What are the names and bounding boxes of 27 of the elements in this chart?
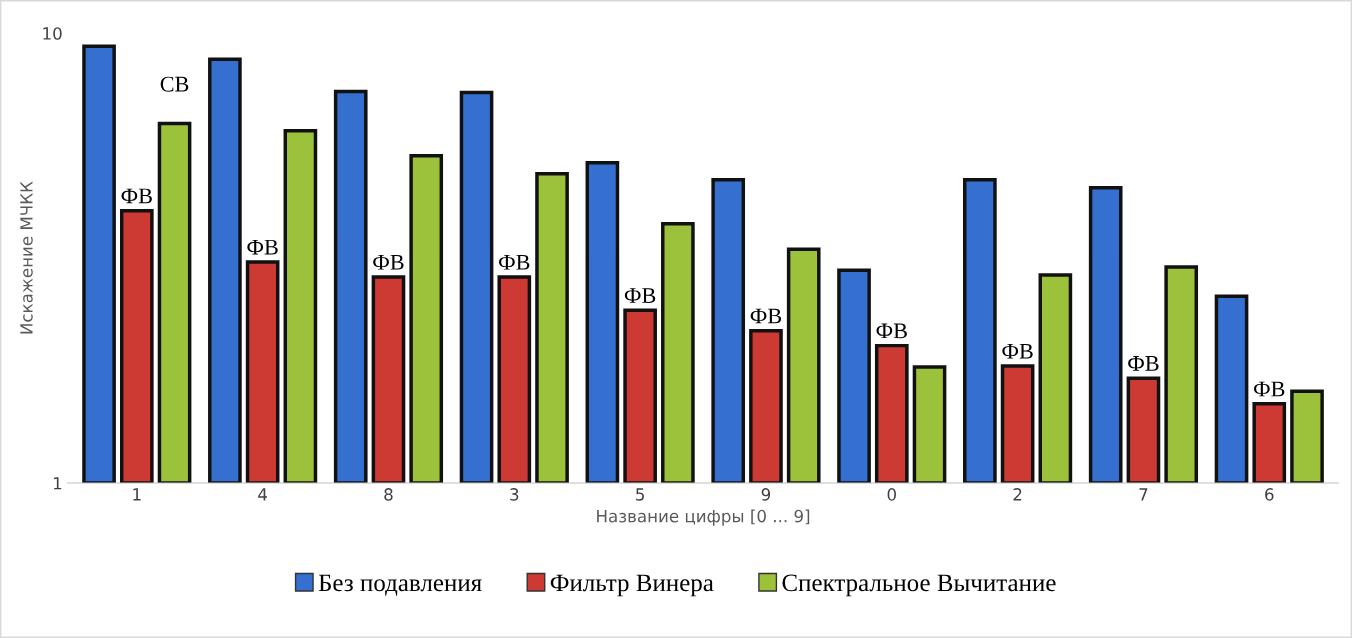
annotation: ФВ — [624, 288, 656, 303]
x-tick-label: 2 — [1013, 488, 1022, 501]
x-tick-label: 0 — [887, 488, 896, 501]
annotation: ФВ — [1002, 343, 1033, 359]
legend-label: Спектральное Вычитание — [782, 574, 1056, 597]
annotation: ФВ — [373, 254, 404, 270]
x-tick-label: 4 — [258, 488, 267, 501]
x-tick-label: 5 — [636, 488, 644, 501]
x-tick-label: 9 — [761, 488, 771, 501]
y-tick-label: 10 — [43, 27, 62, 40]
annotation: ФВ — [121, 188, 152, 204]
x-tick-label: 8 — [384, 488, 393, 501]
annotation: ФВ — [750, 308, 782, 324]
legend-label: Фильтр Винера — [550, 574, 714, 597]
y-axis-title: Искажение МЧКК — [20, 181, 33, 334]
annotation: ФВ — [876, 323, 907, 339]
annotation: ФВ — [1128, 356, 1159, 371]
x-tick-label: 3 — [510, 488, 519, 501]
annotation: ФВ — [247, 239, 278, 255]
legend-label: Без подавления — [318, 574, 482, 596]
x-tick-label: 1 — [133, 488, 141, 501]
x-tick-label: 7 — [1139, 488, 1148, 501]
x-axis-title: Название цифры [0 ... 9] — [597, 509, 810, 526]
annotation: ФВ — [1253, 381, 1285, 397]
annotation: ФВ — [499, 254, 530, 270]
x-tick-label: 6 — [1265, 488, 1274, 501]
annotation: СВ — [160, 76, 189, 92]
